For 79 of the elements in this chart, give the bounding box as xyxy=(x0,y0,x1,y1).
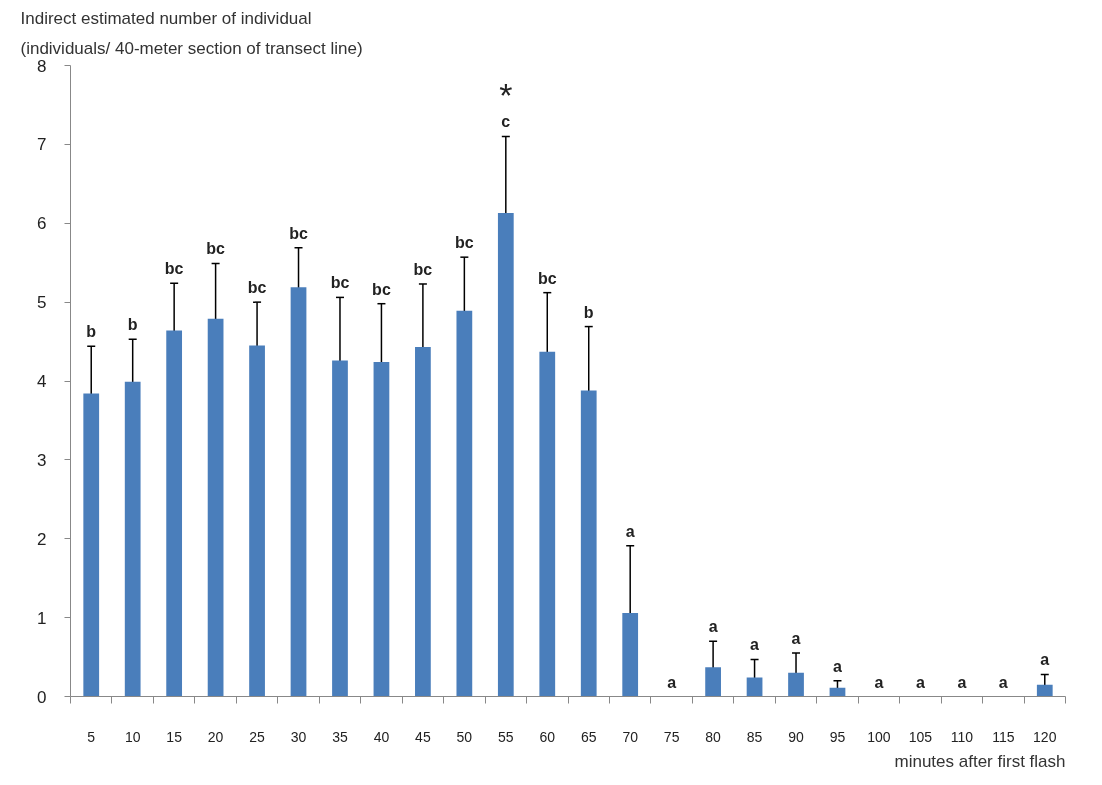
x-tick-label: 120 xyxy=(1033,728,1057,745)
x-tick-label: 55 xyxy=(498,728,514,745)
x-tick-label: 15 xyxy=(166,728,183,745)
annotation: a xyxy=(708,618,718,636)
annotation: bc xyxy=(289,224,308,242)
annotation: bc xyxy=(330,274,350,292)
annotation: bc xyxy=(247,279,267,297)
bar xyxy=(249,345,265,697)
bar xyxy=(124,381,141,697)
bar xyxy=(497,213,514,697)
annotation: a xyxy=(750,636,760,654)
x-tick-label: 20 xyxy=(207,728,224,745)
annotation: bc xyxy=(455,234,474,252)
bar xyxy=(788,672,804,697)
annotation: a xyxy=(833,657,843,675)
bar xyxy=(705,667,721,697)
bar xyxy=(373,362,390,697)
x-tick-label: 50 xyxy=(456,728,473,745)
x-tick-label: 75 xyxy=(663,728,680,745)
x-tick-label: 105 xyxy=(908,728,933,745)
y-axis-title: Indirect estimated number of individual (individuals/ 40-meter section of transect line) xyxy=(20,9,363,59)
bar xyxy=(622,612,639,697)
x-tick-label: 90 xyxy=(788,728,805,745)
x-tick-label: 115 xyxy=(992,728,1015,745)
bar xyxy=(290,287,307,697)
bar xyxy=(746,677,763,697)
bar xyxy=(539,351,556,697)
x-tick-label: 80 xyxy=(705,728,722,745)
bar xyxy=(456,310,473,697)
annotation: a xyxy=(791,630,801,648)
x-tick-label: 110 xyxy=(950,728,974,745)
x-tick-label: 85 xyxy=(746,728,763,745)
annotation: b xyxy=(583,303,594,321)
bar xyxy=(332,360,348,697)
annotation: bc xyxy=(537,269,557,287)
x-tick-label: 40 xyxy=(373,728,390,745)
y-tick-label: 2 xyxy=(37,529,47,549)
annotation: a xyxy=(625,522,635,540)
y-tick-label: 6 xyxy=(37,214,47,234)
x-tick-label: 45 xyxy=(415,728,431,745)
bar xyxy=(415,347,431,697)
x-tick-label: 100 xyxy=(867,728,891,745)
x-tick-label: 70 xyxy=(622,728,639,745)
x-tick-label: 30 xyxy=(290,728,307,745)
annotation: a xyxy=(874,673,884,691)
y-tick-label: 3 xyxy=(37,450,47,470)
y-tick-label: 0 xyxy=(37,687,47,707)
annotation: bc xyxy=(372,280,391,298)
y-tick-label: 1 xyxy=(37,608,47,628)
bar xyxy=(829,687,846,697)
annotation: bc xyxy=(413,260,433,278)
x-tick-label: 5 xyxy=(87,728,96,745)
x-axis-title: minutes after first flash xyxy=(894,751,1066,771)
x-tick-label: 25 xyxy=(249,728,266,745)
y-tick-label: 8 xyxy=(37,56,47,76)
bar xyxy=(83,393,100,697)
annotation: b xyxy=(127,316,138,334)
x-tick-label: 35 xyxy=(332,728,348,745)
annotation: a xyxy=(667,673,677,691)
annotation: a xyxy=(998,673,1008,691)
x-tick-label: 95 xyxy=(829,728,846,745)
annotation: c xyxy=(501,113,511,131)
annotation: bc xyxy=(164,260,184,278)
x-tick-label: 10 xyxy=(124,728,141,745)
annotation: b xyxy=(86,323,97,341)
bar xyxy=(580,390,597,697)
bar xyxy=(1036,684,1053,697)
annotation: a xyxy=(957,673,967,691)
y-tick-label: 5 xyxy=(37,293,47,313)
y-tick-label: 4 xyxy=(37,372,47,391)
annotation: bc xyxy=(206,240,226,258)
bar xyxy=(207,318,224,697)
annotation: * xyxy=(499,76,513,115)
annotation: a xyxy=(1040,651,1050,669)
x-tick-label: 65 xyxy=(580,728,597,745)
x-tick-label: 60 xyxy=(539,728,556,745)
annotation: a xyxy=(915,673,925,691)
bar xyxy=(166,330,183,697)
y-tick-label: 7 xyxy=(37,135,47,155)
